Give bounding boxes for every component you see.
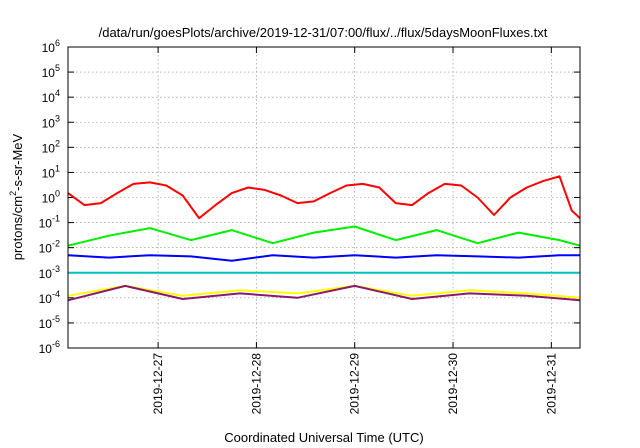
x-tick-labels: 2019-12-27 2019-12-28 2019-12-29 2019-12-30… <box>151 353 558 415</box>
y-tick-label: 102 <box>42 138 60 155</box>
y-tick-label: 103 <box>42 113 60 130</box>
series-line-5 <box>67 284 581 302</box>
series-line-4 <box>67 284 581 299</box>
y-tick-label: 101 <box>42 163 60 180</box>
y-tick-label: 10-6 <box>39 339 60 356</box>
y-tick-label: 104 <box>42 88 60 105</box>
x-tick-label: 2019-12-30 <box>446 353 460 415</box>
x-tick-label: 2019-12-29 <box>348 353 362 415</box>
y-tick-label: 105 <box>42 63 60 80</box>
series-lines <box>67 175 581 302</box>
y-tick-labels: 10-6 10-5 10-4 10-3 10-2 10-1 100 101 102 103 104 1… <box>39 38 60 356</box>
plot-frame <box>67 46 581 349</box>
y-tick-label: 100 <box>42 189 60 206</box>
x-tick-label: 2019-12-27 <box>151 353 165 415</box>
series-line-2 <box>67 254 580 262</box>
y-axis-label-sup: 2 <box>8 191 18 196</box>
series-line-1 <box>67 225 581 247</box>
y-tick-label: 106 <box>42 38 60 55</box>
y-axis-label-rest: -s-sr-MeV <box>10 133 25 190</box>
y-tick-label: 10-5 <box>39 314 60 331</box>
chart-title: /data/run/goesPlots/archive/2019-12-31/0… <box>99 25 548 40</box>
y-axis-label: protons/cm2-s-sr-MeV <box>8 133 25 260</box>
y-tick-label: 10-2 <box>39 239 60 256</box>
series-line-0 <box>67 175 581 220</box>
y-tick-label: 10-1 <box>39 214 60 231</box>
y-tick-label: 10-3 <box>39 264 60 281</box>
y-tick-label: 10-4 <box>39 289 60 306</box>
x-axis-label: Coordinated Universal Time (UTC) <box>224 430 423 445</box>
y-axis-label-main: protons/cm <box>10 196 25 260</box>
x-tick-label: 2019-12-31 <box>544 353 558 415</box>
x-tick-label: 2019-12-28 <box>249 353 263 415</box>
